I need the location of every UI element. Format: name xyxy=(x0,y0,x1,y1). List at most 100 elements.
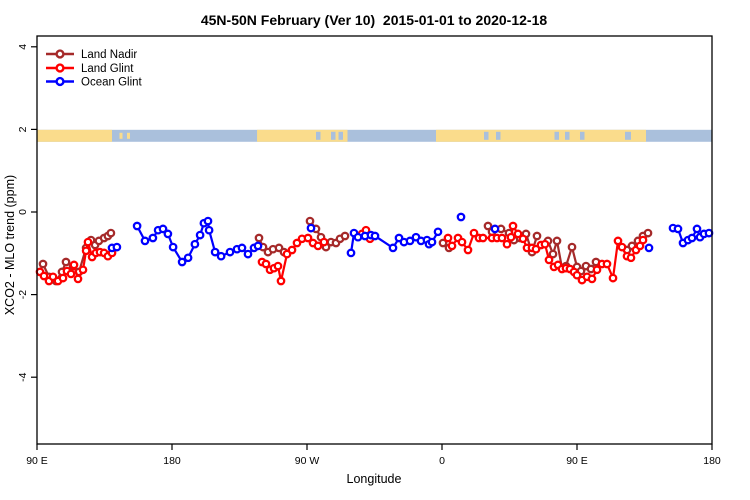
coastline-strip xyxy=(37,129,712,142)
strip-lake xyxy=(331,131,336,140)
data-point xyxy=(673,224,683,234)
data-series-layer xyxy=(35,212,714,286)
data-point xyxy=(112,242,122,252)
legend: Land Nadir Land Glint Ocean Glint xyxy=(46,49,143,89)
data-point xyxy=(608,273,618,283)
data-point xyxy=(58,273,68,283)
data-point xyxy=(81,246,91,256)
data-point xyxy=(158,224,168,234)
data-point xyxy=(190,239,200,249)
axes-layer: 90 E 180 90 W 0 90 E 180 4 2 0 -2 -4 xyxy=(17,44,721,467)
data-point xyxy=(261,259,271,269)
data-point xyxy=(210,247,220,257)
data-point xyxy=(287,245,297,255)
data-point xyxy=(497,233,507,243)
y-tick-label: -2 xyxy=(17,290,29,299)
data-point xyxy=(506,232,516,242)
series-ocean-glint xyxy=(107,212,714,267)
data-point xyxy=(469,228,479,238)
plot-box xyxy=(36,35,713,445)
data-point xyxy=(237,243,247,253)
y-tick-label: 0 xyxy=(17,209,29,215)
data-point xyxy=(69,260,79,270)
strip-land xyxy=(436,129,646,142)
strip-island xyxy=(127,132,130,139)
strip-lake xyxy=(316,131,321,140)
data-point xyxy=(340,231,350,241)
data-point xyxy=(704,228,714,238)
data-point xyxy=(567,242,577,252)
legend-marker-land-nadir-icon xyxy=(55,49,65,59)
legend-row-ocean-glint: Ocean Glint xyxy=(46,77,143,89)
data-point xyxy=(195,230,205,240)
strip-lake xyxy=(580,131,585,140)
data-point xyxy=(66,269,76,279)
data-point xyxy=(203,216,213,226)
y-axis-title: XCO2 - MLO trend (ppm) xyxy=(3,175,17,315)
strip-lake xyxy=(484,131,489,140)
data-point xyxy=(276,276,286,286)
data-point xyxy=(518,234,528,244)
data-point xyxy=(592,265,602,275)
data-point xyxy=(456,212,466,222)
data-point xyxy=(613,236,623,246)
data-point xyxy=(253,241,263,251)
x-axis-title: Longitude xyxy=(347,472,402,486)
legend-row-land-glint: Land Glint xyxy=(46,63,134,75)
data-point xyxy=(513,229,523,239)
y-tick-label: -4 xyxy=(17,372,29,381)
x-tick-label: 90 W xyxy=(295,455,320,467)
data-point xyxy=(243,249,253,259)
data-point xyxy=(692,224,702,234)
y-tick-label: 2 xyxy=(17,126,29,132)
strip-land xyxy=(257,129,348,142)
data-point xyxy=(508,221,518,231)
data-point xyxy=(544,255,554,265)
data-point xyxy=(225,247,235,257)
data-point xyxy=(73,274,83,284)
data-point xyxy=(548,249,558,259)
data-point xyxy=(644,243,654,253)
chart-title: 45N-50N February (Ver 10) 2015-01-01 to … xyxy=(201,12,548,28)
strip-ocean xyxy=(37,129,712,142)
data-point xyxy=(687,233,697,243)
strip-lake xyxy=(496,131,501,140)
data-point xyxy=(319,237,329,247)
data-point xyxy=(405,236,415,246)
data-point xyxy=(353,232,363,242)
data-point xyxy=(183,253,193,263)
data-point xyxy=(388,243,398,253)
data-point xyxy=(346,248,356,258)
data-point xyxy=(552,236,562,246)
data-point xyxy=(38,259,48,269)
data-point xyxy=(83,237,93,247)
data-point xyxy=(602,259,612,269)
data-point xyxy=(587,274,597,284)
data-point xyxy=(433,227,443,237)
data-point xyxy=(204,225,214,235)
legend-label-ocean-glint: Ocean Glint xyxy=(81,77,143,89)
data-point xyxy=(443,233,453,243)
data-point xyxy=(572,270,582,280)
data-point xyxy=(61,257,71,267)
data-point xyxy=(483,221,493,231)
strip-island xyxy=(119,132,123,139)
data-point xyxy=(140,236,150,246)
data-point xyxy=(148,233,158,243)
series-land-nadir xyxy=(38,216,653,286)
data-point xyxy=(163,229,173,239)
data-point xyxy=(463,245,473,255)
data-point xyxy=(626,253,636,263)
data-point xyxy=(638,235,648,245)
data-point xyxy=(617,242,627,252)
data-point xyxy=(168,242,178,252)
data-point xyxy=(438,238,448,248)
strip-land xyxy=(37,129,112,142)
data-point xyxy=(106,228,116,238)
data-point xyxy=(447,241,457,251)
legend-row-land-nadir: Land Nadir xyxy=(46,49,137,61)
strip-lake xyxy=(625,131,631,140)
data-point xyxy=(273,261,283,271)
